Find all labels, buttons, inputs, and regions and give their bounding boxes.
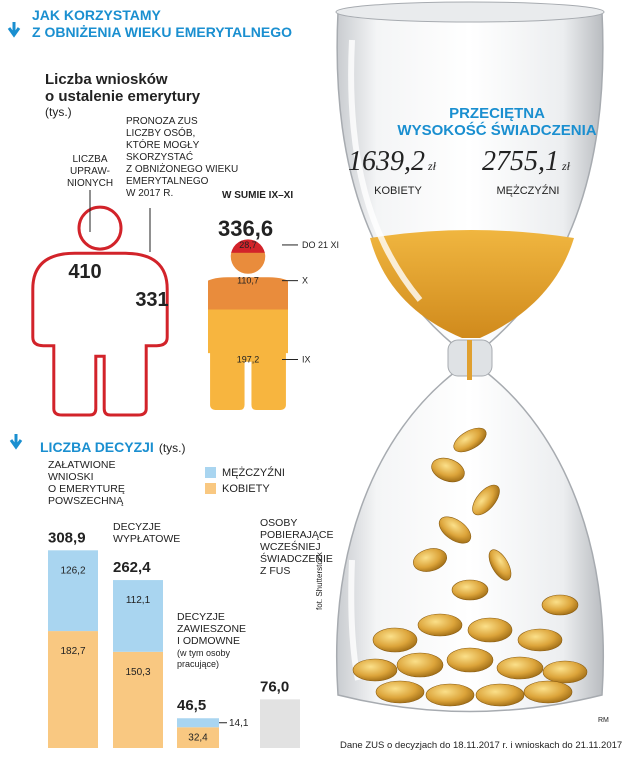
title-line: JAK KORZYSTAMY bbox=[32, 7, 162, 23]
legend-swatch bbox=[205, 467, 216, 478]
section-title: Liczba wniosków bbox=[45, 71, 168, 88]
total-value: 336,6 bbox=[218, 216, 273, 241]
label-line: DECYZJE bbox=[113, 521, 161, 533]
bar-value: 126,2 bbox=[60, 565, 85, 576]
arrow-icon bbox=[7, 22, 21, 38]
label-line: pracujące) bbox=[177, 659, 219, 669]
label-line: EMERYTALNEGO bbox=[126, 176, 209, 187]
legend-label: MĘŻCZYŹNI bbox=[222, 466, 285, 479]
figure-value: 410 bbox=[68, 261, 101, 283]
label-line: ŚWIADCZENIE bbox=[260, 552, 333, 565]
pension-title: PRZECIĘTNA bbox=[449, 105, 545, 122]
stacked-figure bbox=[208, 239, 288, 411]
label-line: LICZBA bbox=[72, 154, 107, 165]
label-line: SKORZYSTAĆ bbox=[126, 150, 193, 163]
label-line: UPRAW- bbox=[70, 166, 110, 177]
segment-name: X bbox=[302, 276, 308, 286]
bar-segment bbox=[177, 718, 219, 728]
section-title: o ustalenie emerytury bbox=[45, 88, 201, 105]
label-line: WCZEŚNIEJ bbox=[260, 540, 321, 553]
bar-segment bbox=[177, 727, 219, 748]
legend-label: KOBIETY bbox=[222, 483, 270, 495]
hourglass bbox=[335, 1, 605, 713]
section-title: LICZBA DECYZJI (tys.) bbox=[40, 439, 186, 455]
label-line: (w tym osoby bbox=[177, 648, 231, 658]
initials: RM bbox=[598, 717, 609, 724]
label-line: W 2017 R. bbox=[126, 188, 173, 199]
bar-total: 262,4 bbox=[113, 559, 151, 576]
pension-value: 1639,2 bbox=[348, 146, 425, 177]
label-line: ZAWIESZONE bbox=[177, 623, 246, 635]
label-line: NIONYCH bbox=[67, 178, 113, 189]
total-label: W SUMIE IX–XI bbox=[222, 190, 293, 201]
bar-total: 46,5 bbox=[177, 697, 206, 714]
segment-value: 110,7 bbox=[237, 276, 259, 286]
bar-value: 182,7 bbox=[60, 646, 85, 657]
photo-credit: fot. Shutterstock bbox=[315, 551, 324, 610]
title-line: Z OBNIŻENIA WIEKU EMERYTALNEGO bbox=[32, 24, 292, 40]
legend-swatch bbox=[205, 483, 216, 494]
person-figure bbox=[33, 207, 167, 415]
label-line: O EMERYTURĘ bbox=[48, 483, 125, 495]
label-line: LICZBY OSÓB, bbox=[126, 126, 195, 139]
segment-value: 28,7 bbox=[239, 240, 257, 250]
pension-title: WYSOKOŚĆ ŚWIADCZENIA bbox=[397, 121, 596, 139]
pension-unit: zł bbox=[561, 159, 571, 173]
label-line: KTÓRE MOGŁY bbox=[126, 138, 200, 151]
label-line: POBIERAJĄCE bbox=[260, 529, 334, 541]
source: Dane ZUS o decyzjach do 18.11.2017 r. i … bbox=[340, 740, 622, 751]
label-line: PRONOZA ZUS bbox=[126, 116, 198, 127]
label-line: OSOBY bbox=[260, 517, 297, 529]
pension-amount: 1639,2 zł bbox=[348, 146, 437, 177]
label-line: DECYZJE bbox=[177, 611, 225, 623]
label-line: Z OBNIŻONEGO WIEKU bbox=[126, 162, 238, 175]
unit: (tys.) bbox=[45, 105, 72, 119]
segment-value: 197,2 bbox=[237, 354, 260, 364]
bar-value: 14,1 bbox=[229, 718, 249, 729]
label-line: Z FUS bbox=[260, 565, 290, 577]
pension-label: KOBIETY bbox=[374, 185, 422, 197]
pension-unit: zł bbox=[427, 159, 437, 173]
label-line: WYPŁATOWE bbox=[113, 533, 180, 545]
bar bbox=[260, 699, 300, 748]
bar-segment bbox=[113, 651, 163, 748]
bar-segment bbox=[48, 550, 98, 632]
figure-value: 331 bbox=[135, 289, 168, 311]
bar-total: 308,9 bbox=[48, 529, 86, 546]
bar-value: 112,1 bbox=[126, 595, 151, 606]
pension-amount: 2755,1 zł bbox=[482, 146, 571, 177]
pension-label: MĘŻCZYŹNI bbox=[497, 184, 560, 197]
unit: (tys.) bbox=[159, 441, 186, 455]
label-line: ZAŁATWIONE bbox=[48, 459, 115, 471]
pension-value: 2755,1 bbox=[482, 146, 559, 177]
segment-name: DO 21 XI bbox=[302, 240, 339, 250]
label-line: POWSZECHNĄ bbox=[48, 495, 124, 507]
bar-value: 32,4 bbox=[188, 733, 208, 744]
arrow-icon bbox=[9, 434, 23, 450]
bar-value: 150,3 bbox=[125, 667, 150, 678]
bar-total: 76,0 bbox=[260, 678, 289, 695]
bar-segment bbox=[113, 580, 163, 652]
label-line: I ODMOWNE bbox=[177, 635, 240, 647]
label-line: WNIOSKI bbox=[48, 471, 94, 483]
bar-segment bbox=[48, 631, 98, 748]
segment-name: IX bbox=[302, 354, 311, 364]
decisions-title: LICZBA DECYZJI bbox=[40, 439, 154, 455]
